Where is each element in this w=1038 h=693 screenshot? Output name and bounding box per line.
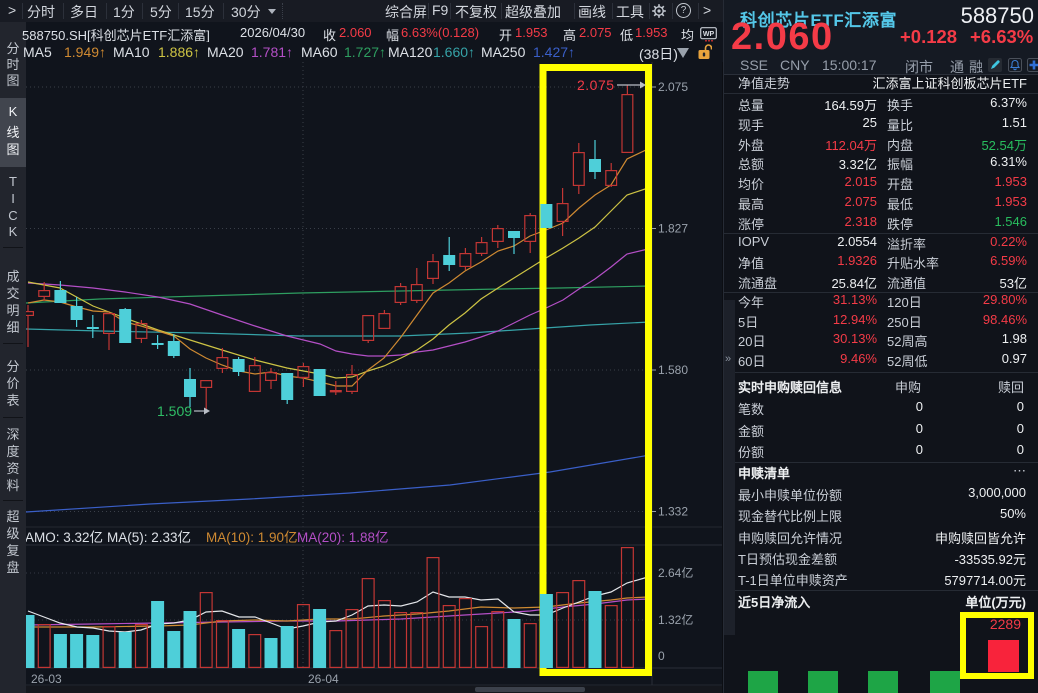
svg-text:1.827: 1.827 xyxy=(658,222,688,236)
svg-text:1.509: 1.509 xyxy=(157,403,192,419)
svg-text:WP: WP xyxy=(703,31,715,38)
svg-text:26-03: 26-03 xyxy=(31,672,62,686)
svg-text:1.580: 1.580 xyxy=(658,363,688,377)
svg-text:MA(20): 1.88亿: MA(20): 1.88亿 xyxy=(297,530,389,545)
svg-text:AMO: 3.32亿: AMO: 3.32亿 xyxy=(26,530,103,545)
svg-text:0: 0 xyxy=(658,649,665,663)
svg-text:1.332: 1.332 xyxy=(658,505,688,519)
svg-text:1.32亿: 1.32亿 xyxy=(658,612,693,627)
svg-text:MA(10): 1.90亿: MA(10): 1.90亿 xyxy=(206,530,298,545)
svg-text:2.64亿: 2.64亿 xyxy=(658,565,693,580)
svg-text:2.075: 2.075 xyxy=(577,77,615,93)
svg-text:MA(5): 2.33亿: MA(5): 2.33亿 xyxy=(107,530,191,545)
svg-text:26-04: 26-04 xyxy=(308,672,339,686)
svg-text:2.075: 2.075 xyxy=(658,80,688,94)
